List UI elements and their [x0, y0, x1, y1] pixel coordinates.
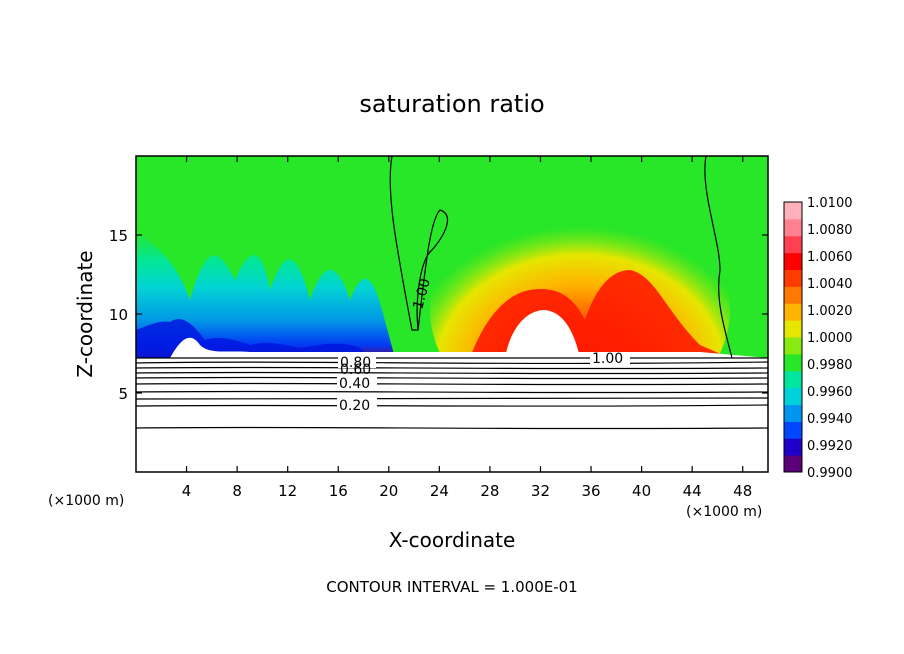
y-tick-label: 5: [118, 385, 128, 403]
contour-line-1-00-right: [704, 156, 733, 359]
colorbar-label: 0.9920: [807, 439, 853, 454]
contour-line-1-00-left: [389, 156, 449, 331]
colorbar-swatch: [784, 202, 802, 220]
chart-title: saturation ratio: [359, 90, 544, 118]
colorbar-label: 0.9980: [807, 358, 853, 373]
x-tick-label: 32: [531, 482, 550, 500]
colorbar-label: 1.0000: [807, 331, 853, 346]
contour-line-0-30: [136, 397, 768, 400]
contour-label-1-00-vertical: 1.00: [410, 277, 434, 311]
contour-line-0-20: [136, 404, 768, 407]
contour-label-1-00-surface: 1.00: [592, 351, 623, 367]
y-axis-label: Z-coordinate: [73, 250, 97, 377]
x-unit-left: (×1000 m): [48, 493, 124, 509]
x-unit-right: (×1000 m): [686, 504, 762, 520]
x-tick-label: 48: [733, 482, 752, 500]
contour-label-0-80: 0.80: [340, 355, 371, 371]
contour-line-0-90: [136, 361, 768, 365]
colorbar-swatch: [784, 269, 802, 287]
colorbar-swatch: [784, 353, 802, 372]
colorbar: 1.0100 1.0080 1.0060 1.0040 1.0020 1.0000 0.99…: [783, 196, 853, 481]
colorbar-swatch: [784, 337, 802, 355]
colorbar-swatch: [784, 252, 802, 270]
colorbar-swatch: [784, 404, 802, 422]
x-axis: 4 8 12 16 20 24 28 32 36 40 44 48: [182, 156, 752, 500]
low-saturation-region: [136, 230, 395, 358]
colorbar-swatch: [784, 387, 802, 405]
colorbar-swatch: [784, 370, 802, 389]
contour-line-0-70: [136, 371, 768, 375]
colorbar-label: 1.0040: [807, 277, 853, 292]
y-tick-label: 10: [109, 306, 128, 324]
contour-label-0-60: 0.60: [340, 362, 371, 378]
x-tick-label: 16: [329, 482, 348, 500]
colorbar-label: 0.9940: [807, 412, 853, 427]
colorbar-frame: [783, 201, 803, 473]
x-tick-label: 12: [278, 482, 297, 500]
contour-label-0-20: 0.20: [339, 398, 370, 414]
colorbar-swatch: [784, 235, 802, 254]
colorbar-label: 1.0080: [807, 223, 853, 238]
colorbar-swatch: [784, 438, 802, 456]
colorbar-label: 1.0060: [807, 250, 853, 265]
x-tick-label: 40: [632, 482, 651, 500]
colorbar-swatch: [784, 286, 802, 304]
y-tick-label: 15: [109, 227, 128, 245]
colorbar-swatch: [784, 218, 802, 237]
x-tick-label: 28: [480, 482, 499, 500]
x-tick-label: 44: [683, 482, 702, 500]
x-tick-label: 36: [581, 482, 600, 500]
saturated-blank-region: [505, 310, 580, 358]
contour-line-0-10: [136, 426, 768, 430]
y-axis: 5 10 15: [109, 227, 768, 403]
x-tick-label: 8: [232, 482, 242, 500]
contour-line-0-40: [136, 390, 768, 394]
x-tick-label: 20: [379, 482, 398, 500]
contour-label-group: 0.80 0.60 0.40 0.20 1.00 1.00: [337, 277, 630, 414]
colorbar-label: 1.0100: [807, 196, 853, 211]
colorbar-swatch: [784, 455, 802, 473]
contour-label-0-40: 0.40: [339, 376, 370, 392]
contour-interval-note: CONTOUR INTERVAL = 1.000E-01: [326, 578, 577, 596]
colorbar-label: 0.9960: [807, 385, 853, 400]
contour-line-0-80: [136, 366, 768, 370]
colorbar-label: 0.9900: [807, 466, 853, 481]
colorbar-swatch: [784, 421, 802, 439]
contour-lines: [136, 156, 768, 430]
x-tick-label: 24: [430, 482, 449, 500]
x-tick-label: 4: [182, 482, 192, 500]
contour-line-0-60: [136, 376, 768, 380]
subsurface-region: [136, 358, 768, 472]
colorbar-swatch: [784, 303, 802, 321]
x-axis-label: X-coordinate: [389, 528, 516, 552]
colorbar-label: 1.0020: [807, 304, 853, 319]
colorbar-swatch: [784, 320, 802, 338]
contour-line-0-50: [136, 382, 768, 386]
